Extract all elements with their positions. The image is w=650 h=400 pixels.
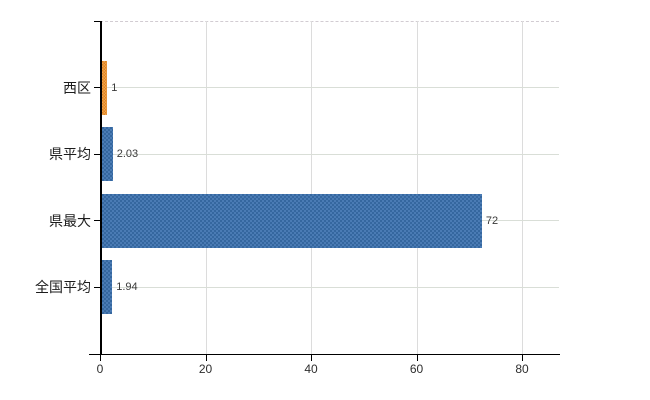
bar-県平均 bbox=[102, 127, 113, 182]
x-axis-tick bbox=[311, 355, 313, 361]
x-axis-tick bbox=[205, 355, 207, 361]
category-label: 県平均 bbox=[49, 146, 91, 163]
horizontal-gridline bbox=[100, 87, 559, 89]
x-tick-label: 0 bbox=[96, 362, 104, 376]
y-axis bbox=[100, 21, 102, 354]
x-axis-tick bbox=[522, 355, 524, 361]
category-label: 県最大 bbox=[49, 212, 91, 229]
value-label: 1 bbox=[111, 81, 118, 94]
bar-県最大 bbox=[102, 193, 482, 248]
vertical-gridline bbox=[311, 21, 313, 354]
plot-top-border bbox=[100, 21, 559, 22]
x-tick-label: 80 bbox=[515, 362, 529, 376]
category-label: 西区 bbox=[63, 79, 91, 96]
x-tick-label: 60 bbox=[409, 362, 424, 376]
y-axis-tick bbox=[94, 87, 100, 89]
value-label: 72 bbox=[485, 214, 499, 227]
x-tick-label: 20 bbox=[198, 362, 213, 376]
horizontal-gridline bbox=[100, 153, 559, 155]
x-axis-tick bbox=[100, 355, 101, 361]
x-axis bbox=[89, 354, 560, 355]
vertical-gridline bbox=[416, 21, 418, 354]
vertical-gridline bbox=[522, 21, 524, 354]
x-axis-tick bbox=[416, 355, 418, 361]
y-axis-tick bbox=[94, 220, 100, 222]
value-label: 2.03 bbox=[116, 148, 139, 161]
y-axis-tick bbox=[94, 286, 100, 288]
bar-西区 bbox=[102, 60, 108, 115]
category-label: 全国平均 bbox=[35, 279, 91, 296]
y-axis-tick bbox=[94, 153, 100, 155]
y-axis-tick bbox=[94, 21, 100, 22]
value-label: 1.94 bbox=[116, 281, 138, 294]
x-tick-label: 40 bbox=[304, 362, 318, 376]
bar-全国平均 bbox=[102, 260, 113, 315]
vertical-gridline bbox=[205, 21, 207, 354]
horizontal-gridline bbox=[100, 286, 559, 288]
